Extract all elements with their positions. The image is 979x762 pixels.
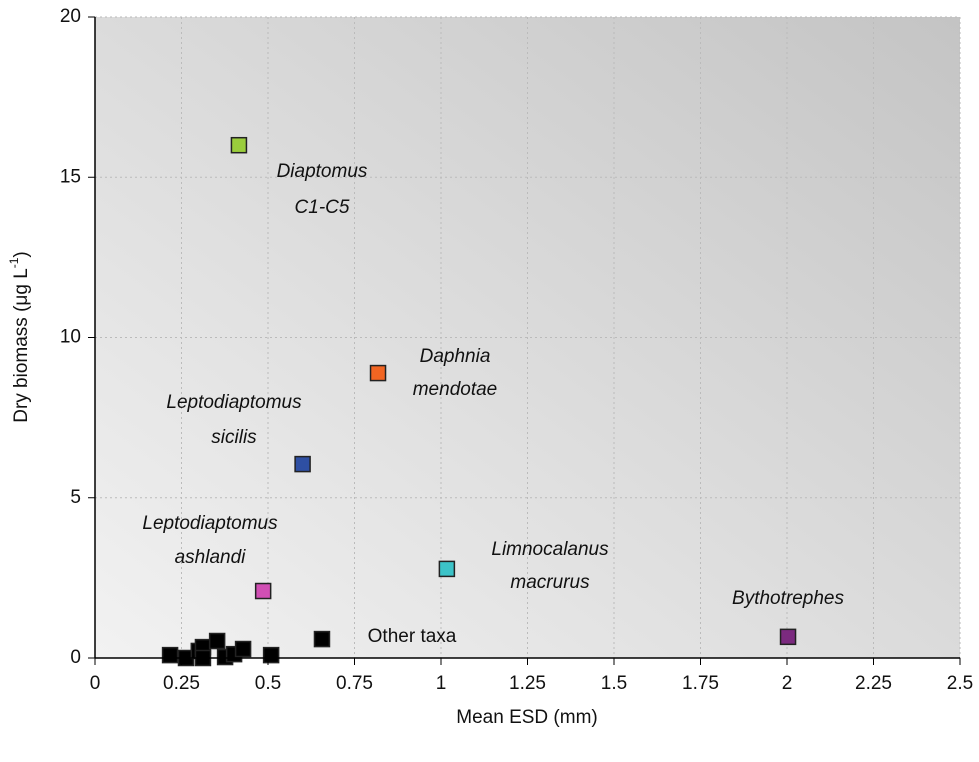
x-axis-label: Mean ESD (mm)	[456, 707, 597, 728]
y-label-end: )	[11, 251, 32, 257]
marker	[369, 364, 387, 382]
series-label: Leptodiaptomus	[142, 513, 278, 534]
x-tick-label: 0.5	[255, 673, 281, 694]
series-label: Bythotrephes	[732, 588, 844, 609]
marker	[254, 582, 272, 600]
marker	[438, 560, 456, 578]
x-tick-label: 1	[436, 673, 447, 694]
x-tick-label: 1.75	[682, 673, 719, 694]
marker	[161, 646, 179, 664]
y-tick-label: 20	[60, 6, 81, 27]
marker	[230, 136, 248, 154]
x-tick-label: 0	[90, 673, 101, 694]
marker	[262, 646, 280, 664]
series-label: ashlandi	[175, 547, 247, 568]
x-tick-label: 1.5	[601, 673, 627, 694]
marker	[313, 630, 331, 648]
marker	[779, 628, 797, 646]
series-label: sicilis	[211, 427, 257, 448]
series-label: Daphnia	[420, 346, 491, 367]
x-tick-label: 2	[782, 673, 793, 694]
marker	[234, 640, 252, 658]
series-label: Other taxa	[368, 626, 457, 647]
y-axis-label: Dry biomass (μg L-1)	[7, 251, 32, 423]
x-tick-label: 2.25	[855, 673, 892, 694]
series-label: macrurus	[510, 572, 590, 593]
series-label: Diaptomus	[277, 161, 368, 182]
series-label: C1-C5	[295, 197, 350, 218]
y-tick-label: 5	[70, 487, 81, 508]
series-label: mendotae	[413, 379, 498, 400]
x-tick-label: 1.25	[509, 673, 546, 694]
y-tick-label: 0	[70, 647, 81, 668]
y-tick-label: 10	[60, 327, 81, 348]
y-tick-label: 15	[60, 166, 81, 187]
x-tick-label: 0.75	[336, 673, 373, 694]
x-tick-label: 0.25	[163, 673, 200, 694]
marker	[208, 632, 226, 650]
series-label: Limnocalanus	[491, 539, 609, 560]
y-label-sup: -1	[7, 257, 21, 268]
y-label-text: Dry biomass (μg L	[11, 268, 32, 423]
marker	[294, 455, 311, 473]
x-tick-label: 2.5	[947, 673, 973, 694]
series-label: Leptodiaptomus	[166, 392, 302, 413]
